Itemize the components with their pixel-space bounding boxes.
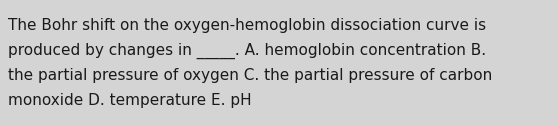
Text: the partial pressure of oxygen C. the partial pressure of carbon: the partial pressure of oxygen C. the pa… — [8, 68, 492, 83]
Text: monoxide D. temperature E. pH: monoxide D. temperature E. pH — [8, 93, 252, 108]
Text: produced by changes in _____. A. hemoglobin concentration B.: produced by changes in _____. A. hemoglo… — [8, 43, 486, 59]
Text: The Bohr shift on the oxygen-hemoglobin dissociation curve is: The Bohr shift on the oxygen-hemoglobin … — [8, 18, 486, 33]
